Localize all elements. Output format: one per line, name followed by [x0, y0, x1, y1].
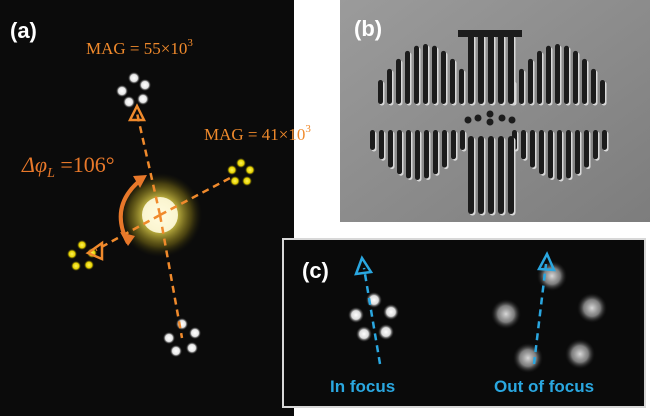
angle-delta-phi: Δφ [21, 152, 47, 177]
angle-value: =106° [55, 152, 115, 177]
in-focus-arrow [362, 267, 382, 365]
panel-a-label: (a) [10, 18, 37, 43]
mag-right-exponent: 3 [305, 123, 311, 135]
dashed-line-bottom [158, 214, 184, 339]
panel-b-canvas: (b) [340, 0, 650, 222]
arrow-head-top [127, 103, 147, 122]
angle-arc-head-top [133, 175, 147, 188]
svg-text:ΔφL =106°: ΔφL =106° [21, 152, 115, 181]
panel-c: (c) In focus Out of focus [282, 238, 646, 408]
panel-a-canvas: (a) MAG = 55×103 ΔφL =106° [10, 18, 255, 357]
mag-top-label: MAG = 55×10 [86, 39, 187, 58]
svg-text:MAG = 55×103: MAG = 55×103 [86, 37, 193, 58]
angle-subscript: L [46, 166, 55, 181]
out-of-focus-caption: Out of focus [494, 377, 594, 396]
in-focus-ring [348, 292, 399, 342]
out-of-focus-arrow [532, 263, 548, 365]
in-focus-arrow-head [354, 255, 374, 276]
angle-arc-head-bottom [120, 232, 135, 246]
svg-text:MAG = 41×103: MAG = 41×103 [204, 123, 311, 144]
panel-c-canvas: (c) In focus Out of focus [302, 251, 607, 396]
arrow-head-left [85, 240, 104, 261]
panel-b: (b) [340, 0, 650, 222]
mag-right-label: MAG = 41×10 [204, 125, 305, 144]
panel-c-label: (c) [302, 258, 329, 283]
mag-top-exponent: 3 [187, 37, 193, 49]
in-focus-caption: In focus [330, 377, 395, 396]
out-of-focus-arrow-head [536, 251, 556, 272]
panel-a: (a) MAG = 55×103 ΔφL =106° [0, 0, 294, 416]
dashed-line-left [95, 213, 161, 252]
slot-pattern [370, 30, 609, 216]
dashed-line-right [159, 176, 231, 217]
out-of-focus-ring [491, 261, 607, 373]
mag-right-wrap: MAG = 41×103 [204, 123, 311, 144]
dashed-line-top [135, 112, 162, 216]
panel-b-label: (b) [354, 16, 382, 41]
top-white-ring [116, 72, 151, 108]
right-yellow-ring [227, 158, 255, 186]
